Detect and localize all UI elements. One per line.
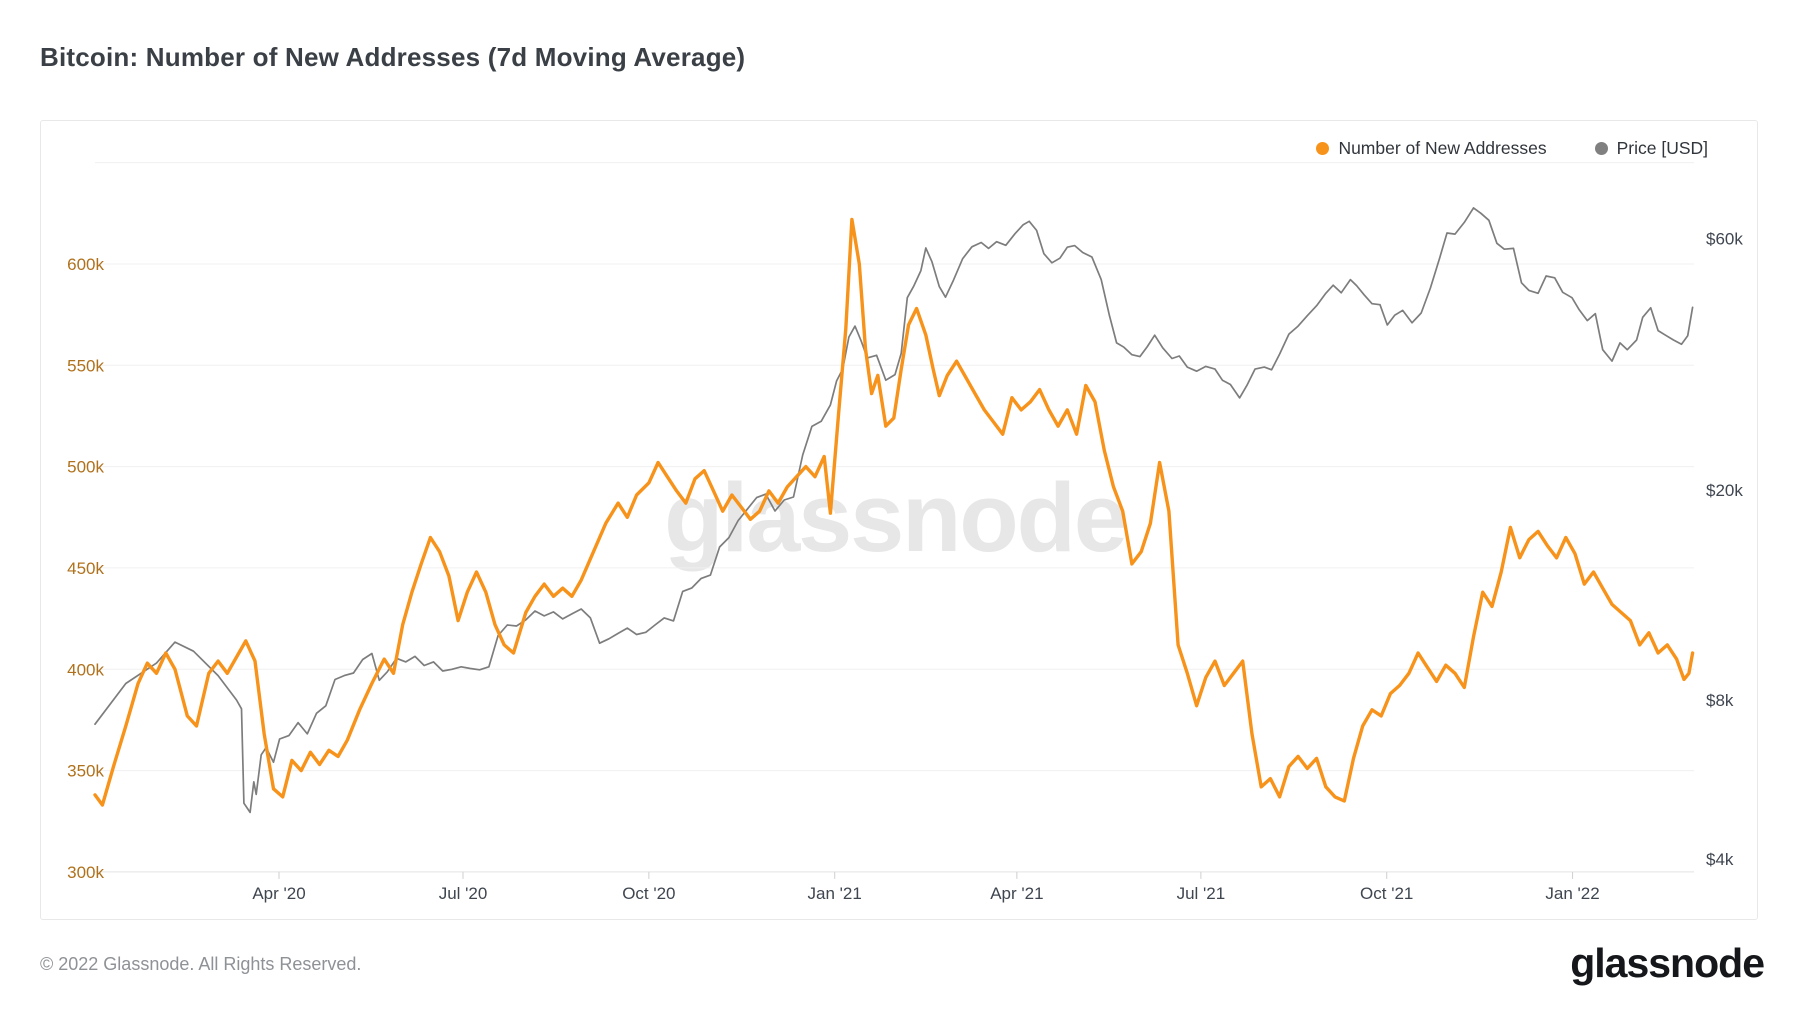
legend-item-new-addresses[interactable]: Number of New Addresses: [1316, 137, 1547, 159]
y-axis-left-label: 600k: [67, 255, 104, 274]
legend-label-new-addresses: Number of New Addresses: [1338, 137, 1547, 158]
x-axis-label: Oct '21: [1360, 884, 1413, 903]
chart-legend: Number of New Addresses Price [USD]: [40, 128, 1734, 168]
y-axis-left-label: 350k: [67, 762, 104, 781]
x-axis-label: Apr '21: [990, 884, 1043, 903]
addresses-line: [93, 217, 1695, 807]
y-axis-right-label: $4k: [1706, 850, 1734, 869]
x-axis-label: Jan '22: [1545, 884, 1599, 903]
x-axis-label: Jan '21: [808, 884, 862, 903]
y-axis-left-label: 550k: [67, 356, 104, 375]
price-line: [94, 207, 1694, 814]
legend-item-price[interactable]: Price [USD]: [1594, 137, 1708, 159]
y-axis-right-label: $8k: [1706, 691, 1734, 710]
y-axis-right-label: $20k: [1706, 481, 1743, 500]
y-axis-left-label: 450k: [67, 559, 104, 578]
x-axis-label: Jul '21: [1177, 884, 1226, 903]
legend-label-price: Price [USD]: [1616, 137, 1708, 158]
legend-dot-new-addresses-icon: [1316, 141, 1330, 155]
legend-dot-price-icon: [1594, 141, 1608, 155]
y-axis-left-label: 300k: [67, 863, 104, 882]
y-axis-left-label: 400k: [67, 660, 104, 679]
glassnode-logo: glassnode: [1570, 940, 1765, 986]
y-axis-right-label: $60k: [1706, 229, 1743, 248]
chart-card: [40, 120, 1758, 920]
glassnode-watermark: glassnode: [664, 463, 1126, 572]
x-axis-label: Jul '20: [439, 884, 488, 903]
x-axis-label: Apr '20: [252, 884, 305, 903]
page-title: Bitcoin: Number of New Addresses (7d Mov…: [40, 42, 746, 72]
y-axis-left-label: 500k: [67, 458, 104, 477]
x-axis-label: Oct '20: [622, 884, 675, 903]
footer-copyright: © 2022 Glassnode. All Rights Reserved.: [40, 954, 362, 974]
